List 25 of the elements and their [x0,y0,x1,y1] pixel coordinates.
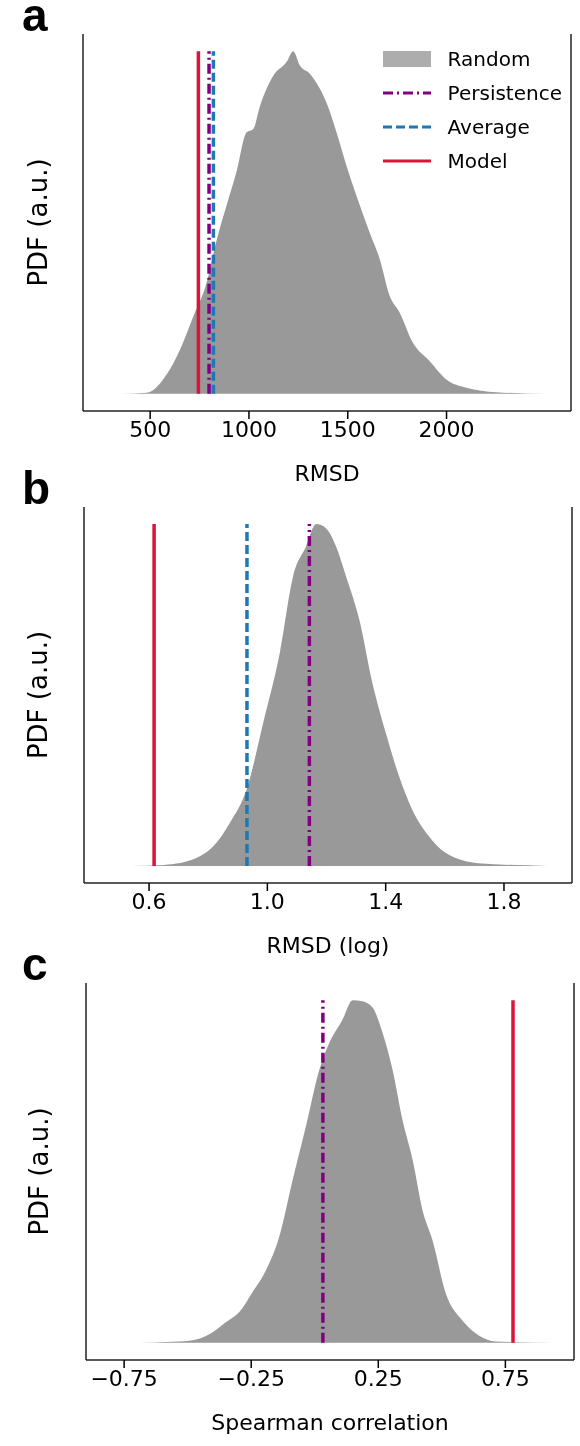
x-tick-label: 0.25 [353,1365,403,1391]
x-axis-title: RMSD (log) [266,933,390,958]
x-tick-label: 1.0 [249,888,285,914]
x-tick-label: 1.4 [368,888,404,914]
chart-title: a [22,0,48,41]
x-tick-label: 1500 [319,416,376,442]
x-tick-label: 2000 [418,416,475,442]
legend-label: Average [447,114,530,141]
x-tick-label: 500 [129,416,172,442]
legend-label: Random [447,46,531,73]
x-axis-title: RMSD [294,461,360,486]
y-axis-title: PDF (a.u.) [23,630,54,760]
x-tick-label: 0.75 [480,1365,530,1391]
x-tick-label: −0.25 [217,1365,285,1391]
x-axis-title: Spearman correlation [211,1410,449,1435]
legend-label: Model [447,148,508,175]
x-tick-label: 1.8 [486,888,522,914]
chart-title: b [22,462,51,514]
chart-title: c [22,938,48,990]
x-tick-label: 0.6 [131,888,167,914]
legend-label: Persistence [447,80,562,107]
y-axis-title: PDF (a.u.) [22,158,53,287]
y-axis-title: PDF (a.u.) [24,1107,55,1236]
x-tick-label: −0.75 [90,1365,158,1391]
x-tick-label: 1000 [220,416,277,442]
